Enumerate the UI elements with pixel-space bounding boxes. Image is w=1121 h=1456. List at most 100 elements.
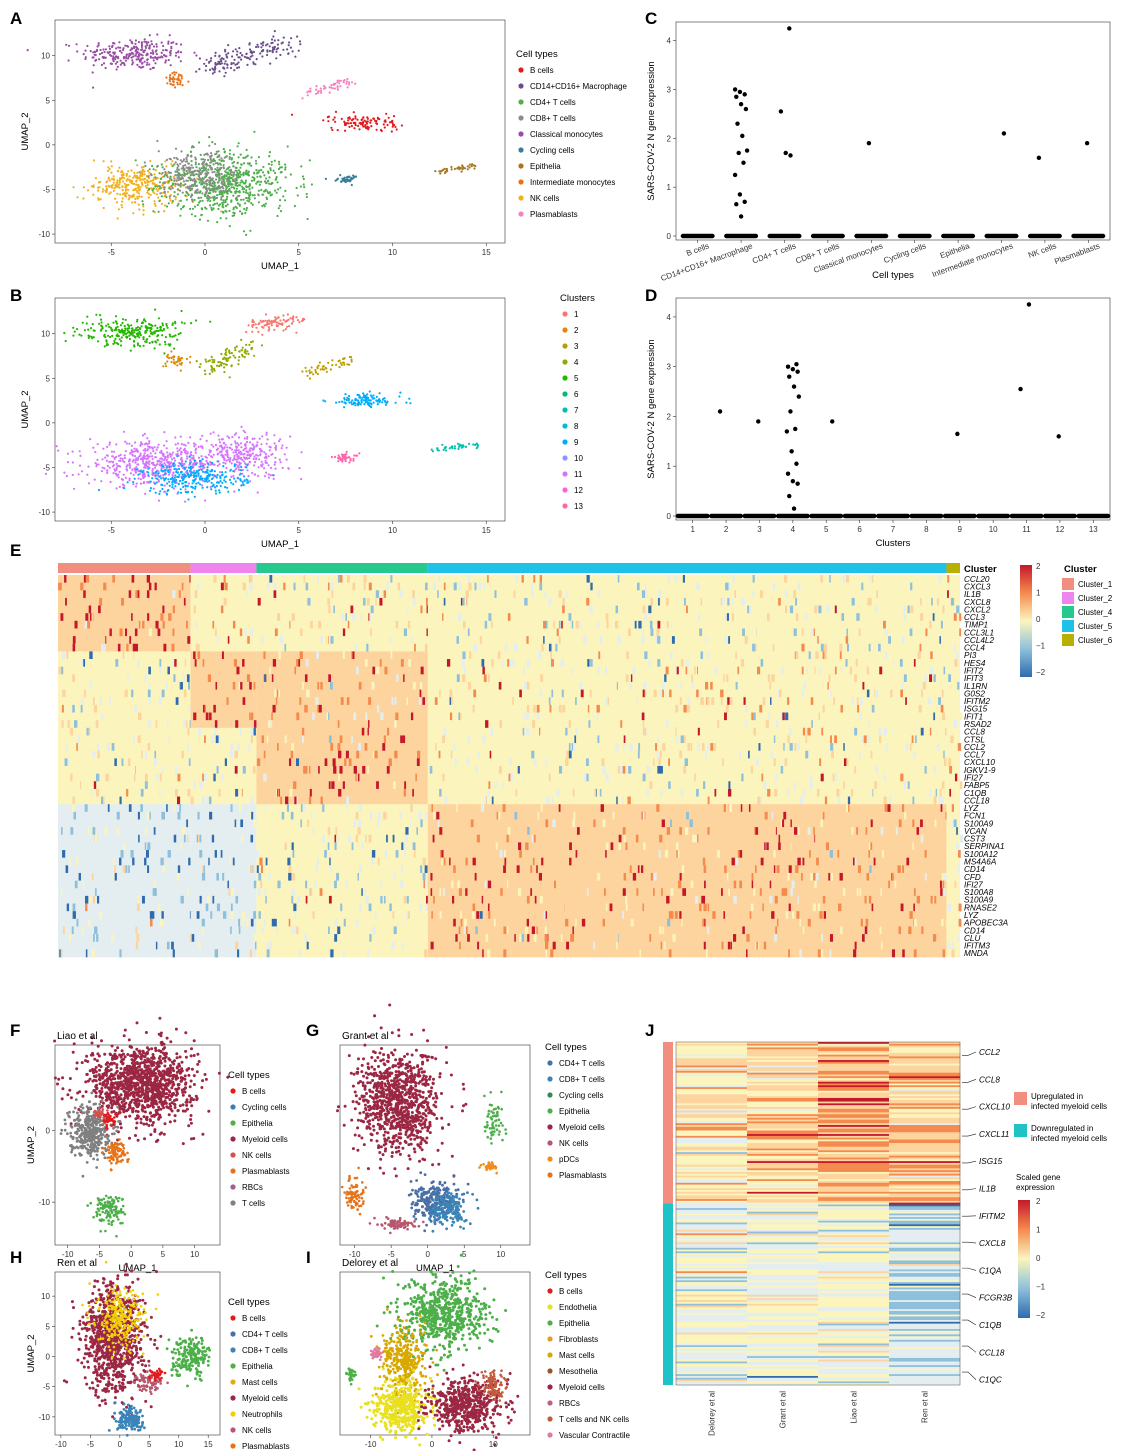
heatmap-cell: [793, 575, 795, 583]
cell-point: [106, 446, 108, 448]
cell-point: [180, 208, 182, 210]
cell-point: [256, 44, 258, 46]
cell-point: [136, 335, 138, 337]
cell-point: [180, 43, 182, 45]
heatmap-cell: [643, 606, 646, 614]
heatmap-cell: [462, 613, 465, 621]
cell-point: [169, 74, 171, 76]
heatmap-cell: [540, 575, 542, 583]
cell-point: [382, 399, 384, 401]
cell-point: [214, 143, 216, 145]
cell-point: [212, 446, 214, 448]
cell-point: [149, 342, 151, 344]
cell-point: [351, 184, 353, 186]
panel-label-a: A: [10, 9, 22, 28]
cell-point: [187, 485, 189, 487]
heatmap-cell: [80, 583, 83, 591]
cell-point: [273, 478, 275, 480]
cell-point: [169, 485, 171, 487]
heatmap-cell: [650, 598, 652, 606]
cell-point: [335, 180, 337, 182]
panel-label-e: E: [10, 541, 21, 560]
cell-point: [281, 166, 283, 168]
cell-point: [232, 470, 234, 472]
cell-point: [232, 475, 234, 477]
cell-point: [225, 471, 227, 473]
heatmap-cell: [822, 606, 824, 614]
legend-swatch: [518, 99, 523, 104]
heatmap-cell: [732, 598, 733, 606]
cell-point: [227, 183, 229, 185]
cell-point: [226, 460, 228, 462]
cell-point: [119, 181, 121, 183]
cell-point: [173, 465, 175, 467]
cell-point: [290, 47, 292, 49]
cell-point: [145, 464, 147, 466]
cell-point: [279, 319, 281, 321]
heatmap-cell: [937, 598, 939, 606]
cell-point: [113, 182, 115, 184]
cell-point: [218, 439, 220, 441]
cell-point: [218, 154, 220, 156]
heatmap-cell: [753, 575, 755, 583]
heatmap-cell: [942, 690, 944, 698]
cell-point: [296, 36, 298, 38]
cell-point: [196, 470, 198, 472]
cell-point: [220, 198, 222, 200]
heatmap-cell: [135, 628, 138, 636]
cell-point: [346, 80, 348, 82]
data-point: [1018, 387, 1022, 391]
heatmap-cell: [785, 606, 787, 614]
heatmap-cell: [426, 590, 428, 598]
cell-point: [341, 178, 343, 180]
heatmap-cell: [221, 583, 224, 591]
cell-point: [337, 89, 339, 91]
cell-point: [57, 450, 59, 452]
cell-point: [210, 159, 212, 161]
cell-point: [177, 491, 179, 493]
heatmap-cell: [846, 636, 849, 644]
cell-point: [468, 166, 470, 168]
heatmap-cell: [829, 674, 831, 682]
heatmap-cell: [527, 682, 530, 690]
heatmap-cell: [188, 682, 190, 690]
cell-point: [276, 318, 278, 320]
heatmap-cell: [514, 590, 516, 598]
cell-point: [265, 434, 267, 436]
cell-point: [192, 487, 194, 489]
cell-point: [358, 128, 360, 130]
heatmap-cell: [785, 590, 788, 598]
cell-point: [219, 361, 221, 363]
cell-point: [191, 172, 193, 174]
heatmap-cell: [857, 621, 859, 629]
heatmap-cell: [424, 606, 426, 614]
cell-point: [320, 90, 322, 92]
cell-point: [199, 483, 201, 485]
cell-point: [144, 455, 146, 457]
legend-item: Plasmablasts: [530, 210, 578, 219]
cell-point: [333, 83, 335, 85]
heatmap-cell: [698, 613, 700, 621]
heatmap-cell: [298, 667, 301, 675]
cell-point: [164, 469, 166, 471]
cell-point: [187, 472, 189, 474]
cell-point: [225, 211, 227, 213]
cell-point: [245, 209, 247, 211]
heatmap-cell: [910, 628, 913, 636]
heatmap-cell: [300, 598, 301, 606]
heatmap-cell: [707, 613, 710, 621]
heatmap-cell: [191, 659, 257, 667]
cell-point: [242, 347, 244, 349]
cell-point: [107, 335, 109, 337]
zero-expression-band: [1043, 514, 1077, 518]
cell-point: [179, 358, 181, 360]
cell-point: [164, 191, 166, 193]
cell-point: [219, 167, 221, 169]
cell-point: [189, 208, 191, 210]
cell-point: [109, 186, 111, 188]
cell-point: [150, 57, 152, 59]
cell-point: [247, 155, 249, 157]
cell-point: [205, 180, 207, 182]
legend-swatch: [518, 211, 523, 216]
heatmap-cell: [540, 674, 543, 682]
